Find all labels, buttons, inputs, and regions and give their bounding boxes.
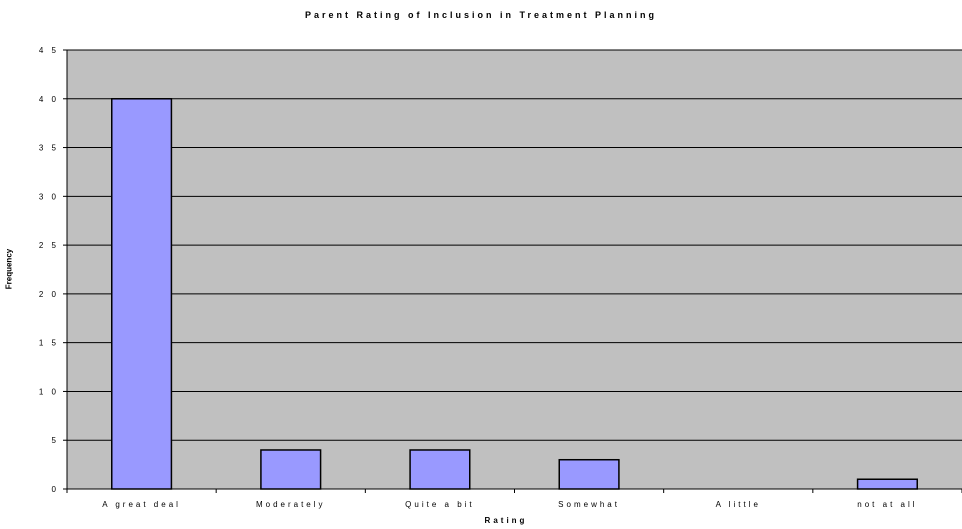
y-tick-label: 4 5 [39,46,59,55]
gridlines [67,49,962,441]
axes [63,49,962,493]
bar [409,449,471,490]
y-tick-label: 1 0 [39,387,59,396]
x-tick-label: Quite a bit [405,500,474,509]
y-tick-label: 0 [52,485,59,494]
y-tick-label: 3 0 [39,192,59,201]
x-tick-label: Somewhat [558,500,620,509]
bar [558,458,620,490]
y-tick-label: 2 5 [39,241,59,250]
plot-area [67,50,962,489]
x-tick-label: Moderately [256,500,326,509]
x-tick-label: not at all [857,500,917,509]
y-tick-labels: 0 5 1 0 1 5 2 0 2 5 3 0 3 5 4 0 4 5 [39,46,59,494]
y-tick-label: 2 0 [39,290,59,299]
y-tick-label: 4 0 [39,95,59,104]
y-tick-label: 5 [52,436,59,445]
bar [856,478,918,490]
bar [260,449,322,490]
x-tick-labels: A great deal Moderately Quite a bit Somewha… [102,500,917,509]
x-axis-label: Rating [484,516,528,525]
x-tick-label: A little [716,500,761,509]
chart-title: Parent Rating of Inclusion in Treatment … [304,10,658,20]
bar [111,98,173,490]
y-tick-label: 3 5 [39,144,59,153]
x-tick-label: A great deal [102,500,181,509]
y-tick-label: 1 5 [39,339,59,348]
